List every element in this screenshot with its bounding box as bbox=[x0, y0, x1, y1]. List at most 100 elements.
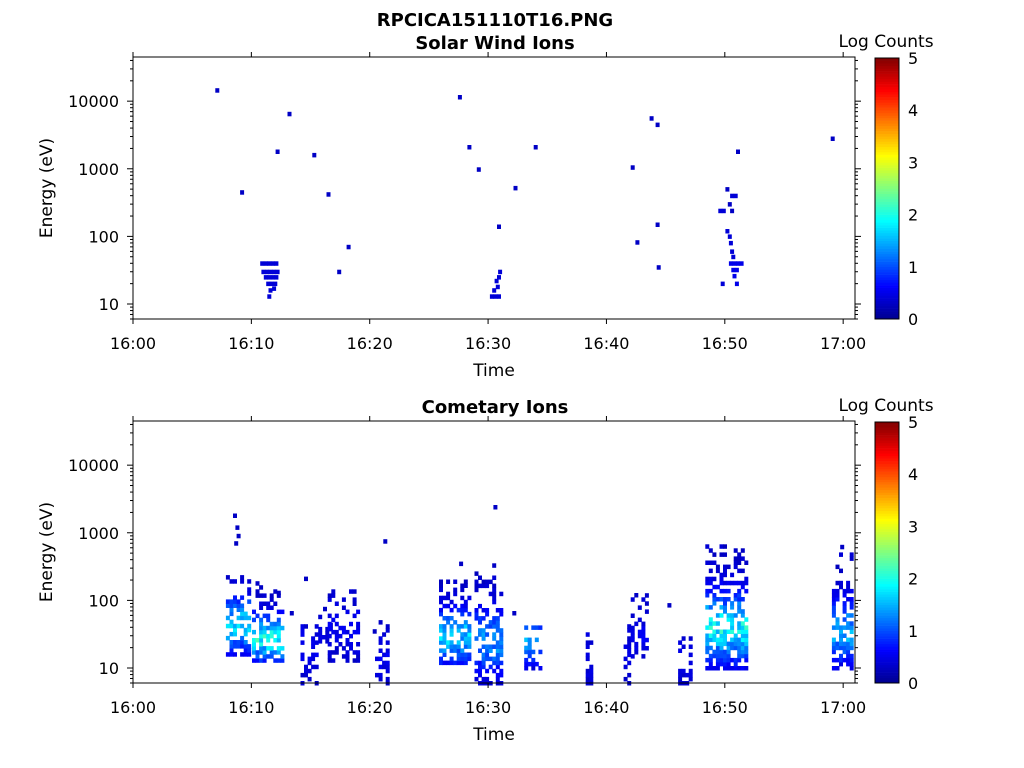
spectrogram-cell bbox=[467, 644, 472, 649]
spectrogram-cell bbox=[382, 652, 387, 658]
colorbar-segment bbox=[875, 487, 899, 491]
spectrogram-cell bbox=[341, 605, 346, 610]
spectrogram-cell bbox=[849, 625, 854, 630]
spectrogram-cell bbox=[349, 646, 353, 651]
colorbar-segment bbox=[875, 277, 899, 281]
spectrogram-cell bbox=[493, 505, 498, 510]
colorbar-segment bbox=[875, 104, 899, 108]
spectrogram-cell bbox=[641, 654, 646, 659]
spectrogram-cell bbox=[259, 642, 264, 647]
colorbar-segment bbox=[875, 505, 899, 509]
spectrogram-cell bbox=[726, 629, 731, 634]
spectrogram-cell bbox=[485, 583, 490, 589]
spectrogram-cell bbox=[259, 633, 264, 639]
spectrogram-cell bbox=[460, 632, 465, 637]
spectrogram-cell bbox=[585, 668, 590, 674]
spectrogram-cell bbox=[327, 621, 332, 627]
spectrogram-cell bbox=[726, 653, 731, 659]
spectrogram-cell bbox=[331, 629, 336, 635]
cometary-ylabel: Energy (eV) bbox=[37, 502, 57, 602]
spectrogram-cell bbox=[715, 653, 720, 659]
spectrogram-cell bbox=[842, 657, 847, 663]
spectrogram-cell bbox=[723, 564, 727, 570]
spectrogram-cell bbox=[307, 676, 312, 682]
colorbar-segment bbox=[875, 300, 899, 304]
colorbar-segment bbox=[875, 427, 899, 431]
spectrogram-cell bbox=[463, 660, 468, 666]
colorbar-segment bbox=[875, 596, 899, 600]
spectrogram-cell bbox=[630, 625, 635, 631]
spectrogram-cell bbox=[252, 650, 256, 655]
spectrogram-cell bbox=[460, 611, 465, 617]
spectrogram-cell bbox=[835, 641, 840, 647]
spectrogram-cell bbox=[243, 644, 248, 649]
spectrogram-cell bbox=[728, 240, 733, 246]
spectrogram-cell bbox=[685, 672, 690, 678]
y-tick-label: 1000 bbox=[78, 160, 119, 179]
spectrogram-cell bbox=[463, 632, 468, 637]
solar-wind-panel: Solar Wind Ions 16:00 16:10 16:20 16:30 16:4… bbox=[37, 32, 934, 381]
spectrogram-cell bbox=[345, 638, 350, 643]
spectrogram-cell bbox=[240, 603, 245, 608]
spectrogram-cell bbox=[325, 639, 330, 644]
spectrogram-cell bbox=[262, 658, 267, 663]
spectrogram-cell bbox=[460, 587, 465, 593]
spectrogram-cell bbox=[527, 649, 532, 655]
spectrogram-cell bbox=[634, 641, 639, 647]
spectrogram-cell bbox=[485, 644, 490, 649]
spectrogram-cell bbox=[740, 609, 745, 614]
colorbar-segment bbox=[875, 128, 899, 132]
spectrogram-cell bbox=[849, 653, 854, 659]
colorbar-segment bbox=[875, 251, 899, 255]
colorbar-segment bbox=[875, 625, 899, 629]
colorbar-segment bbox=[875, 76, 899, 80]
x-tick-label: 16:40 bbox=[583, 334, 629, 353]
spectrogram-cell bbox=[637, 629, 642, 635]
spectrogram-cell bbox=[259, 646, 264, 651]
spectrogram-cell bbox=[269, 625, 274, 631]
spectrogram-cell bbox=[731, 254, 736, 260]
spectrogram-cell bbox=[446, 595, 451, 601]
colorbar-segment bbox=[875, 680, 899, 684]
colorbar-segment bbox=[875, 549, 899, 553]
spectrogram-cell bbox=[449, 656, 454, 662]
spectrogram-cell bbox=[485, 676, 490, 682]
spectrogram-cell bbox=[247, 644, 252, 649]
spectrogram-cell bbox=[708, 576, 713, 582]
spectrogram-cell bbox=[705, 544, 710, 549]
colorbar-segment bbox=[875, 604, 899, 608]
spectrogram-cell bbox=[688, 644, 693, 649]
spectrogram-cell bbox=[849, 552, 854, 557]
spectrogram-cell bbox=[737, 593, 742, 598]
spectrogram-cell bbox=[352, 589, 357, 594]
spectrogram-cell bbox=[274, 275, 279, 280]
spectrogram-cell bbox=[378, 636, 383, 641]
spectrogram-cell bbox=[835, 580, 840, 586]
spectrogram-cell bbox=[460, 607, 465, 613]
spectrogram-cell bbox=[630, 633, 635, 639]
spectrogram-cell bbox=[726, 666, 731, 671]
spectrogram-cell bbox=[318, 635, 323, 640]
spectrogram-cell bbox=[352, 601, 357, 606]
spectrogram-cell bbox=[463, 620, 468, 625]
spectrogram-cell bbox=[356, 642, 361, 647]
spectrogram-cell bbox=[737, 621, 742, 626]
spectrogram-cell bbox=[478, 603, 482, 609]
spectrogram-cell bbox=[378, 664, 383, 670]
colorbar-segment bbox=[875, 136, 899, 140]
spectrogram-cell bbox=[266, 617, 271, 623]
spectrogram-cell bbox=[449, 660, 454, 666]
spectrogram-cell bbox=[726, 597, 731, 602]
colorbar-segment bbox=[875, 94, 899, 98]
colorbar-segment bbox=[875, 225, 899, 228]
spectrogram-cell bbox=[846, 621, 851, 626]
spectrogram-cell bbox=[467, 595, 472, 601]
spectrogram-cell bbox=[531, 649, 536, 655]
colorbar-segment bbox=[875, 479, 899, 483]
spectrogram-cell bbox=[474, 571, 479, 576]
spectrogram-cell bbox=[439, 640, 443, 645]
colorbar-segment bbox=[875, 58, 899, 61]
spectrogram-cell bbox=[382, 632, 387, 637]
spectrogram-cell bbox=[589, 664, 594, 670]
spectrogram-cell bbox=[740, 548, 745, 553]
